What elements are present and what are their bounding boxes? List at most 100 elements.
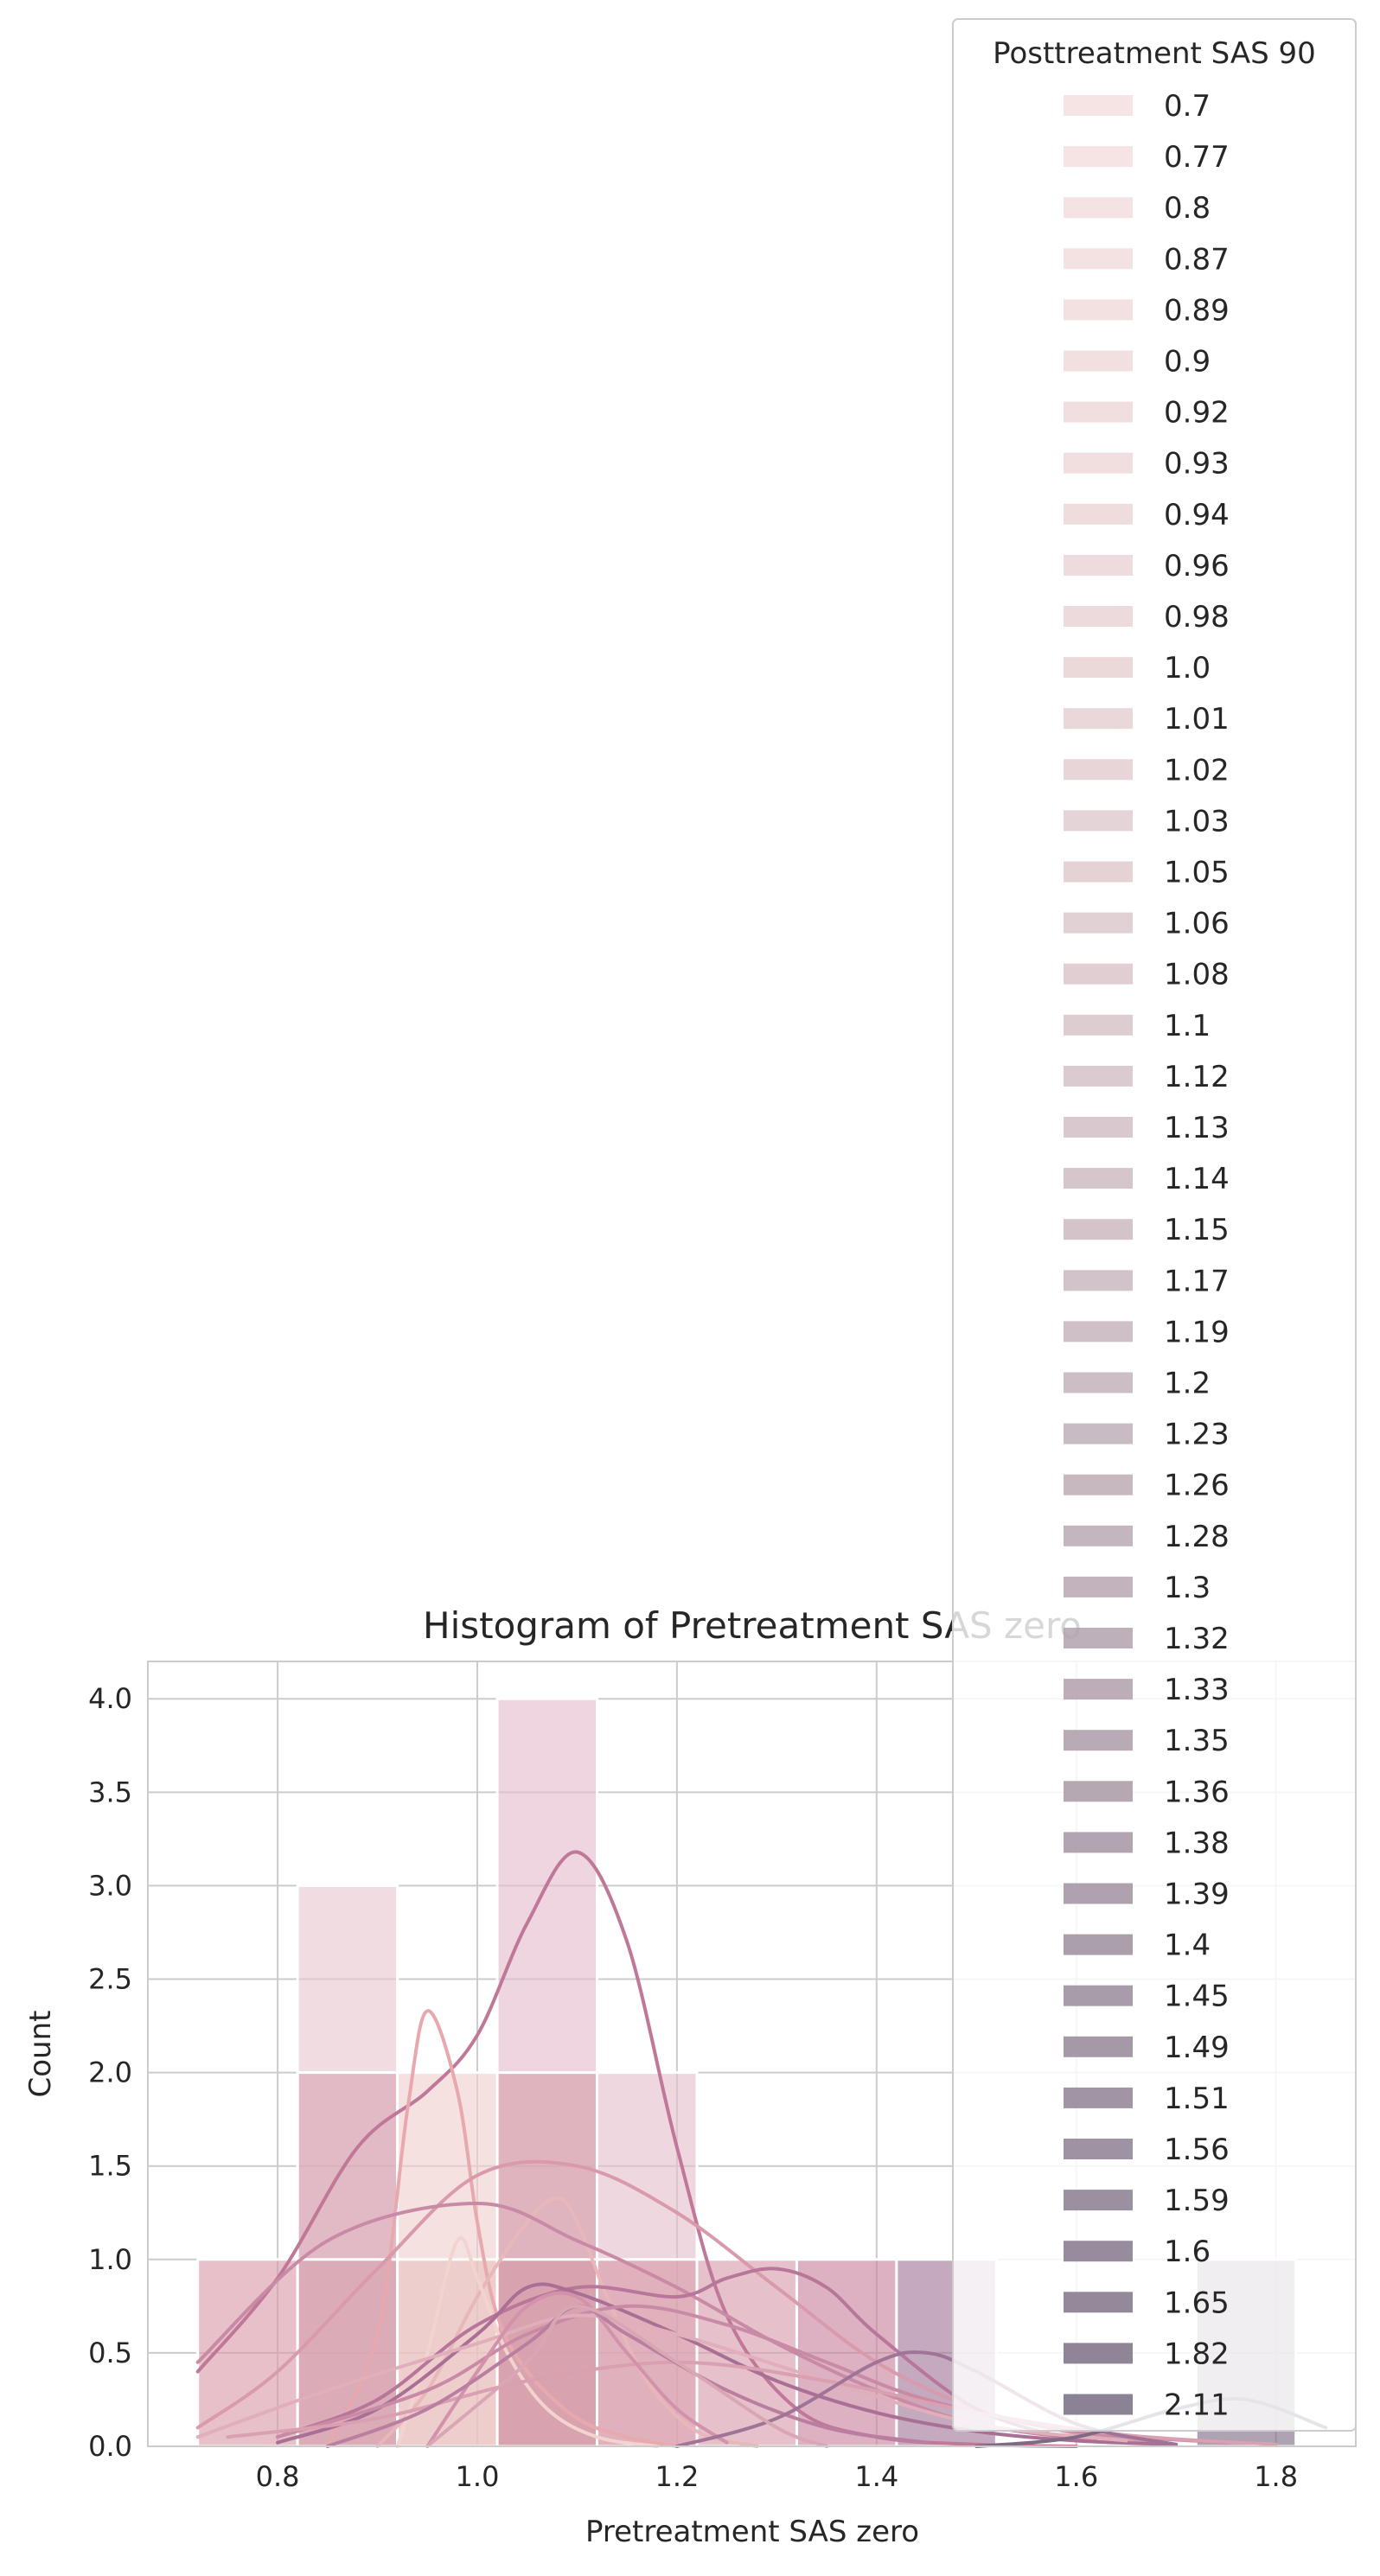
kde-curve xyxy=(276,2267,1078,2443)
legend-swatch xyxy=(1064,1270,1133,1291)
x-tick-label: 1.6 xyxy=(1054,2460,1098,2493)
legend-swatch xyxy=(1064,2394,1133,2415)
legend-swatch xyxy=(1064,708,1133,730)
legend-swatch xyxy=(1064,1832,1133,1853)
x-tick-labels: 0.8 1.0 1.2 1.4 1.6 1.8 xyxy=(256,2460,1298,2493)
legend-swatch xyxy=(1064,1423,1133,1444)
legend-label: 1.49 xyxy=(1164,2031,1230,2065)
legend-swatch xyxy=(1064,1628,1133,1648)
legend-swatch xyxy=(1064,95,1133,116)
legend-swatch xyxy=(1064,1321,1133,1342)
legend-label: 1.17 xyxy=(1164,1264,1230,1298)
legend-swatch xyxy=(1064,2241,1133,2262)
y-tick-label: 0.0 xyxy=(88,2430,132,2463)
legend-label: 1.56 xyxy=(1164,2133,1230,2167)
legend-swatch xyxy=(1064,1730,1133,1751)
legend-label: 1.28 xyxy=(1164,1520,1230,1554)
legend-swatch xyxy=(1064,963,1133,985)
y-tick-label: 1.5 xyxy=(88,2150,132,2183)
legend-label: 1.08 xyxy=(1164,958,1230,992)
x-axis-label: Pretreatment SAS zero xyxy=(585,2515,919,2549)
legend-label: 0.96 xyxy=(1164,549,1230,583)
legend-swatch xyxy=(1064,2190,1133,2211)
legend-swatch xyxy=(1064,248,1133,270)
legend-swatch xyxy=(1064,503,1133,525)
legend-label: 1.26 xyxy=(1164,1469,1230,1503)
legend-swatch xyxy=(1064,1679,1133,1700)
legend-swatch xyxy=(1064,197,1133,219)
y-tick-label: 2.0 xyxy=(88,2056,132,2089)
kde-curve xyxy=(425,2304,829,2448)
legend-label: 1.39 xyxy=(1164,1878,1230,1912)
legend-swatch xyxy=(1064,554,1133,576)
legend-swatch xyxy=(1064,912,1133,934)
legend-swatch xyxy=(1064,2036,1133,2057)
legend-label: 1.82 xyxy=(1164,2337,1230,2371)
kde-curve xyxy=(325,2304,929,2448)
legend-label: 0.77 xyxy=(1164,140,1230,175)
x-tick-label: 1.2 xyxy=(655,2460,699,2493)
legend-swatch xyxy=(1064,146,1133,168)
legend-label: 1.33 xyxy=(1164,1673,1230,1707)
kde-curve xyxy=(395,2236,659,2448)
legend-swatch xyxy=(1064,1219,1133,1240)
x-tick-label: 1.4 xyxy=(854,2460,898,2493)
legend-label: 1.65 xyxy=(1164,2286,1230,2320)
legend-label: 1.4 xyxy=(1164,1929,1211,1963)
legend-swatch xyxy=(1064,1117,1133,1138)
legend: Posttreatment SAS 90 0.70.770.80.870.890… xyxy=(952,18,1357,2432)
kde-curve xyxy=(425,2291,729,2448)
y-tick-label: 4.0 xyxy=(88,1682,132,1715)
legend-label: 2.11 xyxy=(1164,2388,1230,2423)
legend-entries: 0.7 0.77 0.8 0.87 0.89 0.9 0.92 0.93 0.94 0.96 0.9… xyxy=(1064,89,1230,2423)
legend-label: 1.32 xyxy=(1164,1622,1230,1656)
legend-label: 1.03 xyxy=(1164,804,1230,838)
y-tick-label: 1.0 xyxy=(88,2243,132,2276)
y-tick-label: 2.5 xyxy=(88,1963,132,1996)
legend-label: 0.93 xyxy=(1164,447,1230,481)
y-tick-label: 0.5 xyxy=(88,2337,132,2369)
legend-swatch xyxy=(1064,299,1133,321)
x-tick-label: 0.8 xyxy=(256,2460,300,2493)
y-axis-label: Count xyxy=(23,2011,58,2098)
legend-label: 1.01 xyxy=(1164,702,1230,736)
legend-label: 1.35 xyxy=(1164,1724,1230,1758)
legend-swatch xyxy=(1064,1883,1133,1904)
legend-label: 1.13 xyxy=(1164,1111,1230,1145)
legend-swatch xyxy=(1064,606,1133,627)
legend-swatch xyxy=(1064,1576,1133,1597)
legend-swatch xyxy=(1064,2139,1133,2159)
legend-label: 1.05 xyxy=(1164,856,1230,890)
legend-swatch xyxy=(1064,2087,1133,2108)
legend-label: 1.23 xyxy=(1164,1418,1230,1452)
legend-swatch xyxy=(1064,1985,1133,2006)
legend-swatch xyxy=(1064,810,1133,832)
legend-label: 1.1 xyxy=(1164,1009,1211,1043)
legend-label: 0.89 xyxy=(1164,293,1230,328)
legend-label: 0.7 xyxy=(1164,89,1211,124)
legend-swatch xyxy=(1064,1372,1133,1393)
legend-label: 0.94 xyxy=(1164,498,1230,532)
legend-swatch xyxy=(1064,759,1133,781)
legend-label: 1.6 xyxy=(1164,2235,1211,2269)
legend-swatch xyxy=(1064,2292,1133,2313)
legend-swatch xyxy=(1064,1934,1133,1955)
kde-curve xyxy=(325,2009,679,2448)
y-tick-label: 3.0 xyxy=(88,1869,132,1902)
legend-label: 1.36 xyxy=(1164,1775,1230,1809)
legend-swatch xyxy=(1064,350,1133,372)
legend-swatch xyxy=(1064,2343,1133,2364)
legend-swatch xyxy=(1064,657,1133,679)
legend-swatch xyxy=(1064,1014,1133,1036)
legend-label: 0.9 xyxy=(1164,345,1211,379)
legend-swatch xyxy=(1064,1781,1133,1802)
legend-label: 1.51 xyxy=(1164,2082,1230,2116)
legend-box xyxy=(952,18,1357,2432)
legend-label: 0.8 xyxy=(1164,191,1211,226)
legend-swatch xyxy=(1064,1525,1133,1546)
legend-swatch xyxy=(1064,861,1133,883)
y-tick-label: 3.5 xyxy=(88,1776,132,1808)
legend-label: 1.0 xyxy=(1164,651,1211,685)
legend-label: 1.12 xyxy=(1164,1060,1230,1094)
